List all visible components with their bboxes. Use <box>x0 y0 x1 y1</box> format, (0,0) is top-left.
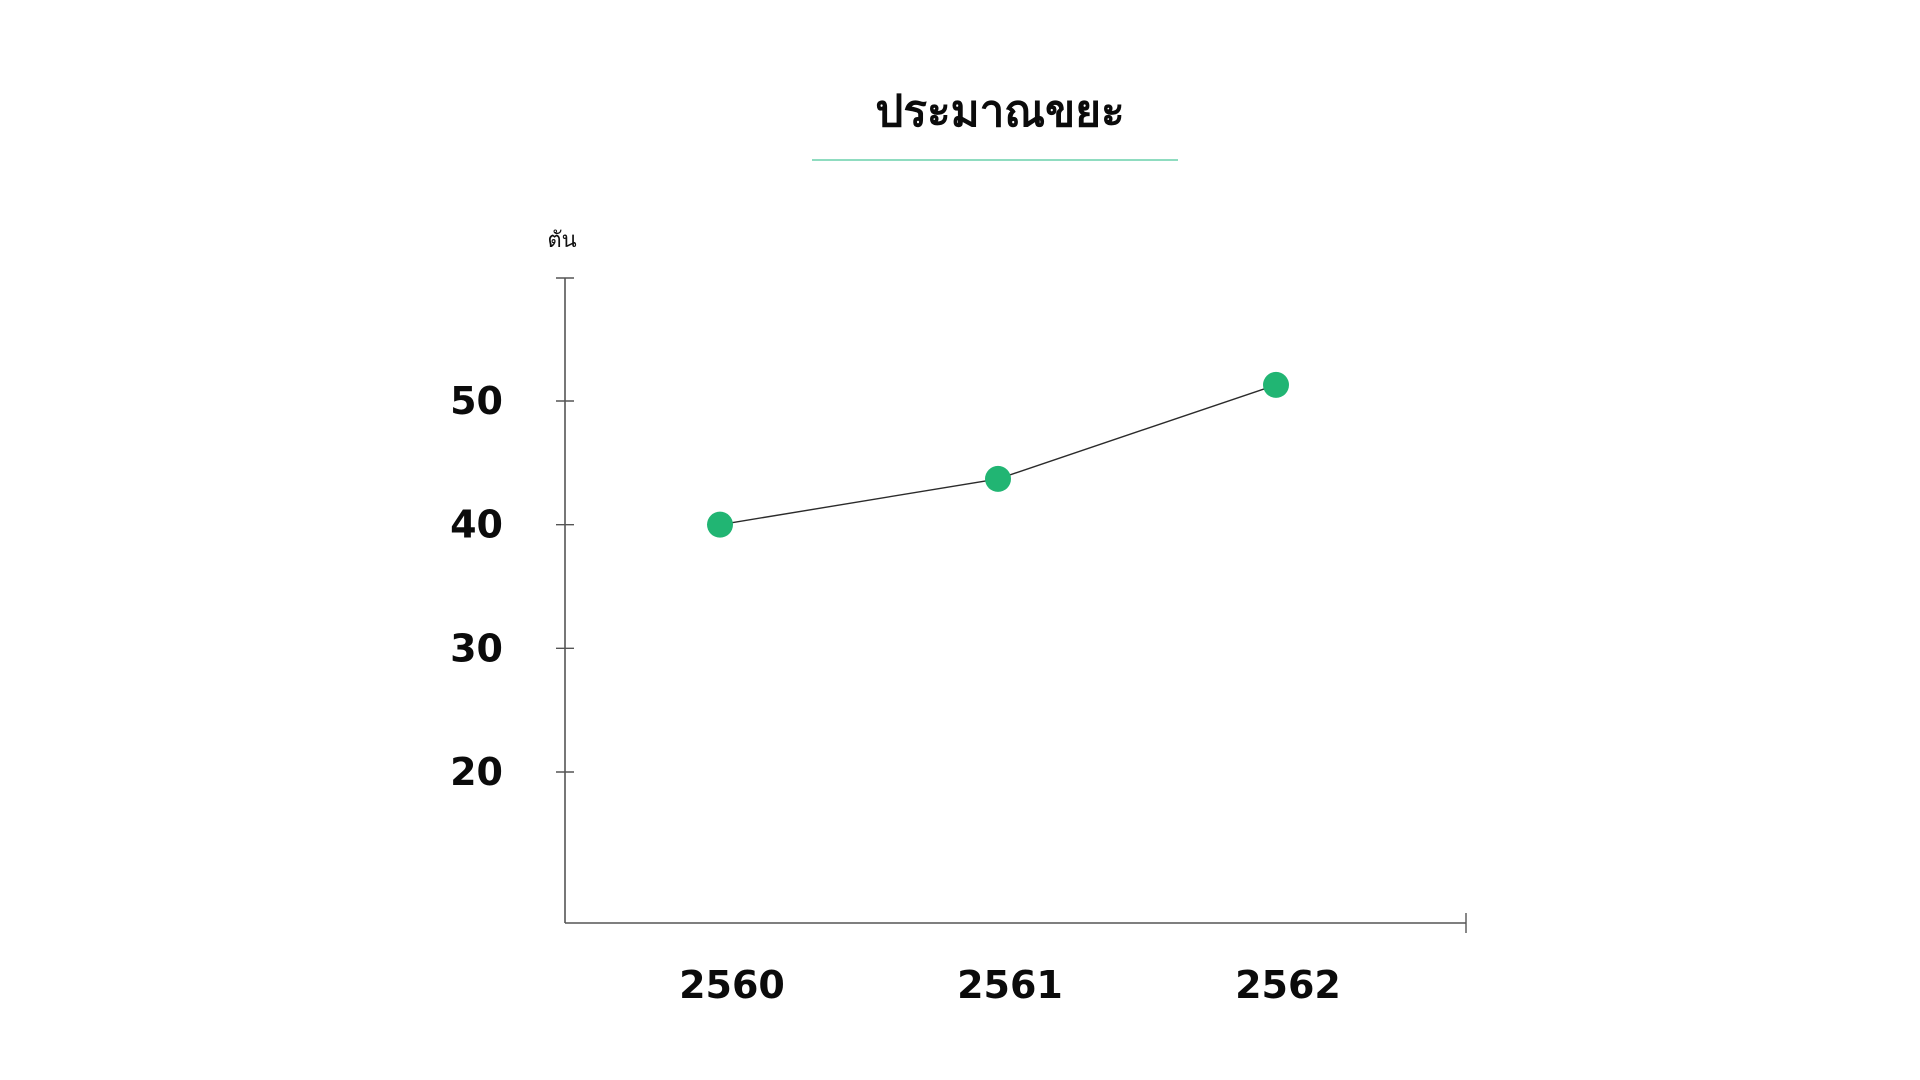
x-tick-label-2560: 2560 <box>679 963 785 1007</box>
x-tick-label-2561: 2561 <box>957 963 1063 1007</box>
title-underline <box>812 159 1178 161</box>
series-line-0 <box>719 384 1277 526</box>
x-tick-label-2562: 2562 <box>1235 963 1341 1007</box>
axes <box>556 277 1467 933</box>
y-tick-label-30: 30 <box>450 626 503 670</box>
x-ticks: 2560 2561 2562 <box>679 963 1341 1007</box>
data-point-2561[interactable] <box>985 465 1011 492</box>
y-tick-label-20: 20 <box>450 750 503 794</box>
y-axis-unit-label: ตัน <box>547 228 576 253</box>
chart-title: ประมาณขยะ <box>875 86 1125 137</box>
y-ticks: 20 30 40 50 <box>450 379 574 794</box>
y-tick-label-40: 40 <box>450 503 503 547</box>
series-layer <box>707 371 1289 538</box>
y-tick-label-50: 50 <box>450 379 503 423</box>
data-point-2560[interactable] <box>707 511 733 538</box>
data-point-2562[interactable] <box>1263 371 1289 398</box>
